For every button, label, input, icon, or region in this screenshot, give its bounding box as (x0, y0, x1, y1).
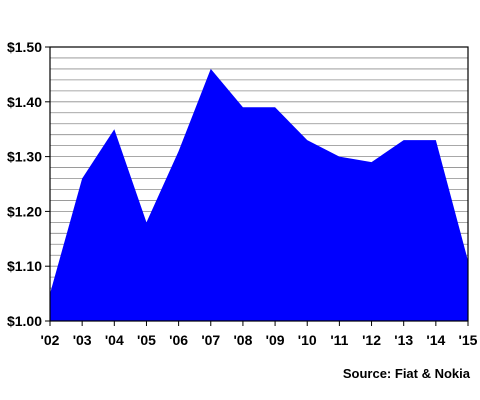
x-tick-label: '12 (362, 332, 381, 348)
source-note: Source: Fiat & Nokia (343, 366, 471, 381)
x-tick-label: '04 (105, 332, 124, 348)
plot-frame (49, 46, 469, 322)
area-fill (50, 68, 468, 321)
x-tick-label: '14 (426, 332, 445, 348)
x-tick-label: '13 (394, 332, 413, 348)
y-tick-label: $1.40 (7, 94, 42, 110)
y-axis-ticks: $1.00 $1.10 $1.20 $1.30 $1.40 $1.50 (7, 39, 50, 329)
x-axis-ticks: '02 '03 '04 '05 '06 '07 '08 '09 '10 '11 '12 '13 '14 '… (41, 321, 478, 348)
x-tick-label: '09 (266, 332, 285, 348)
x-tick-label: '11 (330, 332, 348, 348)
x-tick-label: '05 (137, 332, 156, 348)
x-tick-label: '06 (169, 332, 188, 348)
x-tick-label: '02 (41, 332, 60, 348)
y-tick-label: $1.30 (7, 149, 42, 165)
y-tick-label: $1.00 (7, 313, 42, 329)
x-tick-label: '10 (298, 332, 317, 348)
y-tick-label: $1.50 (7, 39, 42, 55)
x-tick-label: '08 (233, 332, 252, 348)
y-tick-label: $1.10 (7, 258, 42, 274)
y-tick-label: $1.20 (7, 203, 42, 219)
x-tick-label: '15 (459, 332, 478, 348)
x-tick-label: '03 (73, 332, 92, 348)
x-tick-label: '07 (201, 332, 220, 348)
